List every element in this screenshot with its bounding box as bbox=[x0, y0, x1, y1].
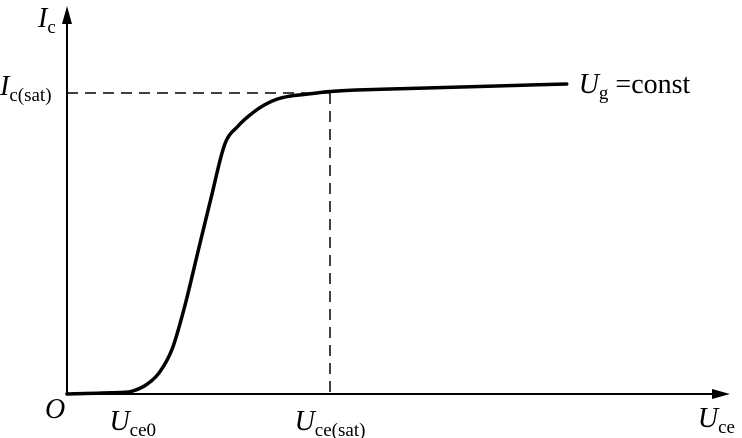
origin-label: O bbox=[45, 394, 65, 425]
x-tick-label-sub: ce0 bbox=[130, 420, 156, 438]
x-tick-label-sub: ce(sat) bbox=[315, 420, 366, 438]
y-tick-label-sub: c(sat) bbox=[9, 85, 51, 106]
x-tick-label: Uce(sat) bbox=[295, 406, 366, 438]
y-axis-arrow bbox=[62, 6, 72, 24]
x-tick-label: Uce0 bbox=[109, 406, 156, 438]
y-axis-label: Ic bbox=[37, 3, 56, 38]
x-axis-label-sub: ce bbox=[718, 417, 735, 438]
series-label-sub: g bbox=[599, 83, 609, 104]
y-tick-label: Ic(sat) bbox=[0, 71, 52, 106]
series-line bbox=[65, 82, 569, 396]
guide-lines bbox=[67, 92, 331, 394]
x-axis-arrow bbox=[712, 389, 730, 399]
x-tick-label-main: U bbox=[295, 406, 317, 437]
y-axis-label-main: I bbox=[37, 3, 49, 34]
x-axis-label-main: U bbox=[698, 403, 720, 434]
series-label-tail: =const bbox=[608, 69, 690, 100]
x-axis-label: Uce bbox=[698, 403, 735, 438]
y-axis-label-sub: c bbox=[47, 17, 55, 38]
series-label-main: U bbox=[579, 69, 601, 100]
axes bbox=[62, 6, 730, 399]
series-label: Ug =const bbox=[579, 69, 691, 104]
y-tick-label-main: I bbox=[0, 71, 11, 102]
x-tick-label-main: U bbox=[109, 406, 131, 437]
